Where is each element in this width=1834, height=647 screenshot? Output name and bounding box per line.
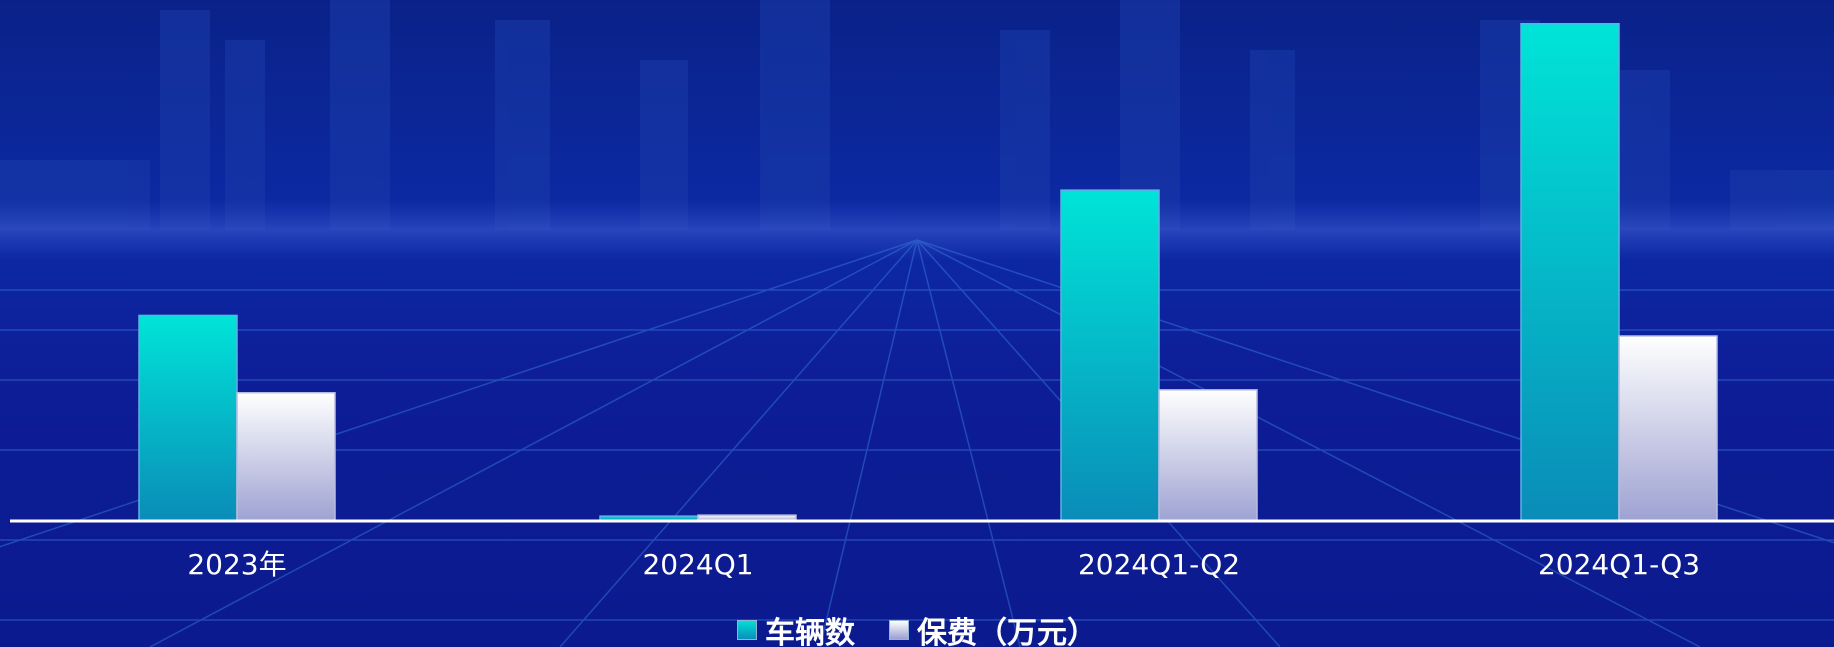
category-label-0: 2023年 [187, 548, 286, 581]
bar-premium-0 [236, 392, 336, 522]
bars-group [138, 22, 1718, 522]
legend-item-vehicles: 车辆数 [737, 608, 855, 647]
legend: 车辆数 保费（万元） [0, 608, 1834, 647]
category-labels: 2023年 2024Q1 2024Q1-Q2 2024Q1-Q3 [187, 548, 1700, 581]
category-label-1: 2024Q1 [642, 548, 753, 581]
legend-swatch-premium [889, 620, 909, 640]
bar-vehicles-0 [138, 314, 238, 522]
bar-vehicles-3 [1520, 22, 1620, 522]
legend-label-premium: 保费（万元） [917, 616, 1097, 647]
legend-label-vehicles: 车辆数 [765, 616, 855, 647]
bar-premium-2 [1158, 389, 1258, 522]
legend-swatch-vehicles [737, 620, 757, 640]
bar-premium-3 [1618, 335, 1718, 522]
category-label-3: 2024Q1-Q3 [1538, 548, 1700, 581]
category-label-2: 2024Q1-Q2 [1078, 548, 1240, 581]
bar-vehicles-2 [1060, 189, 1160, 522]
legend-item-premium: 保费（万元） [889, 608, 1097, 647]
